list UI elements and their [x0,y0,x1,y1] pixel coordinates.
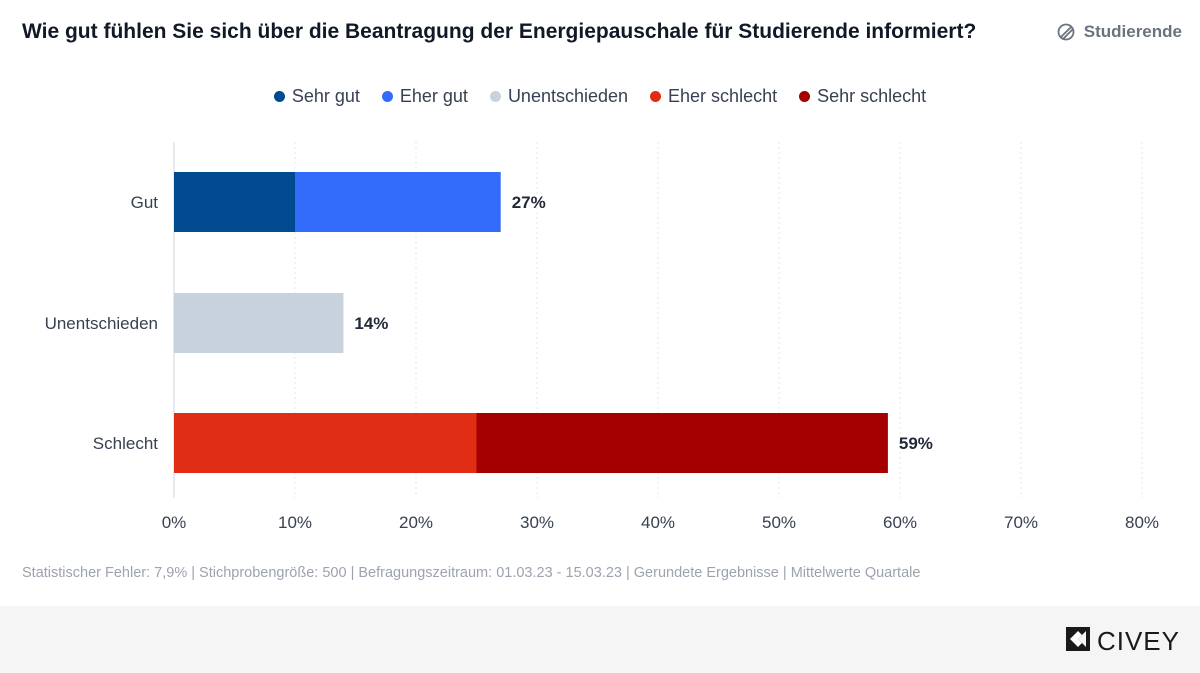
x-tick-label: 30% [520,513,554,532]
legend-dot [489,91,501,102]
x-tick-label: 50% [762,513,796,532]
civey-logo-icon [1065,626,1091,657]
legend-label: Eher schlecht [668,86,778,106]
bar-total-label: 14% [354,314,388,333]
segment-filter-icon [1056,22,1076,42]
brand[interactable]: CIVEY [1065,626,1180,657]
legend-item-eher-schlecht[interactable]: Eher schlecht [650,86,777,107]
footnote: Statistischer Fehler: 7,9% | Stichproben… [22,565,921,581]
bar-total-label: 27% [512,193,546,212]
bar-segment-sehr-schlecht [476,413,888,473]
legend-label: Unentschieden [507,86,629,106]
y-category-label: Schlecht [93,434,158,453]
y-category-label: Unentschieden [45,314,158,333]
legend-dot [273,91,285,102]
legend-dot [650,91,662,102]
chart-title: Wie gut fühlen Sie sich über die Beantra… [22,20,977,43]
x-tick-label: 40% [641,513,675,532]
x-tick-label: 60% [883,513,917,532]
bar-segment-sehr-gut [174,172,295,232]
x-tick-label: 80% [1125,513,1159,532]
legend-item-sehr-schlecht[interactable]: Sehr schlecht [799,86,926,107]
x-tick-label: 0% [162,513,187,532]
bar-segment-eher-schlecht [174,413,477,473]
legend-dot [381,91,393,102]
bar-total-label: 59% [899,434,933,453]
legend-item-eher-gut[interactable]: Eher gut [381,86,468,107]
y-category-label: Gut [131,193,159,212]
legend-label: Sehr gut [291,86,360,106]
segment-filter-label: Studierende [1083,22,1182,41]
x-tick-label: 70% [1004,513,1038,532]
bar-chart: 0% 10% 20% 30% 40% 50% 60% 70% 80% Gut 27% Unentsch… [45,142,1159,532]
segment-filter[interactable]: Studierende [1056,22,1182,42]
footer: CIVEY [0,606,1200,673]
brand-name: CIVEY [1096,626,1180,656]
chart-legend: Sehr gut Eher gut Unentschieden Eher sch… [0,86,1200,107]
legend-label: Eher gut [399,86,468,106]
legend-item-sehr-gut[interactable]: Sehr gut [273,86,360,107]
legend-dot [799,91,811,102]
legend-label: Sehr schlecht [817,86,927,106]
x-tick-label: 10% [278,513,312,532]
bar-segment-eher-gut [295,172,501,232]
bar-segment-unentschieden [174,293,344,353]
legend-item-unentschieden[interactable]: Unentschieden [489,86,629,107]
x-tick-label: 20% [399,513,433,532]
